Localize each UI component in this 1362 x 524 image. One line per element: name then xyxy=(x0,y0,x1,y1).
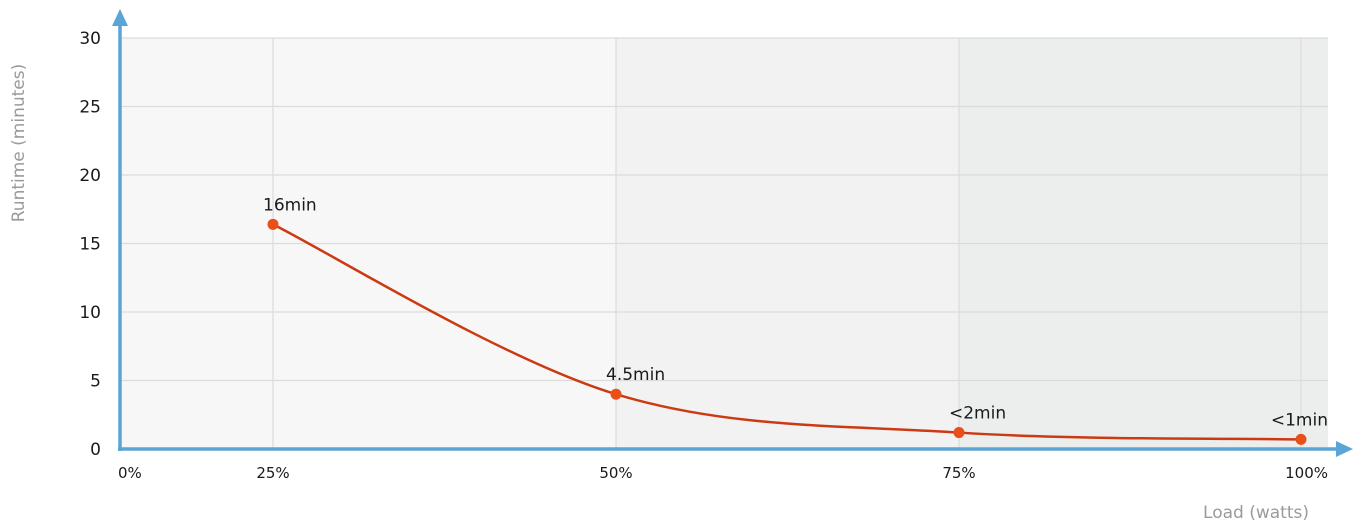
x-tick-label: 75% xyxy=(942,464,975,482)
data-point xyxy=(953,427,965,439)
axes xyxy=(112,9,1353,457)
y-tick-label: 10 xyxy=(79,303,101,323)
y-tick-label: 30 xyxy=(79,29,101,49)
y-tick-label: 0 xyxy=(90,440,101,460)
y-axis-arrow xyxy=(112,9,128,26)
y-tick-label: 5 xyxy=(90,372,101,392)
y-tick-label: 20 xyxy=(79,166,101,186)
x-tick-label: 100% xyxy=(1285,464,1328,482)
y-tick-labels: 0 5 10 15 20 25 30 xyxy=(79,29,101,460)
data-point xyxy=(267,218,279,230)
grid-lines xyxy=(120,37,1328,450)
x-tick-label: 0% xyxy=(118,464,142,482)
x-axis-title: Load (watts) xyxy=(1203,503,1309,523)
x-axis-arrow xyxy=(1336,441,1353,457)
series: 16min 4.5min <2min <1min xyxy=(263,195,1328,445)
data-point xyxy=(610,388,622,400)
data-label: <1min xyxy=(1271,410,1328,430)
series-line xyxy=(272,223,1302,441)
x-tick-labels: 0% 25% 50% 75% 100% xyxy=(118,464,1328,482)
data-label: 16min xyxy=(263,195,317,215)
x-tick-label: 25% xyxy=(256,464,289,482)
x-tick-label: 50% xyxy=(599,464,632,482)
data-label: <2min xyxy=(949,404,1006,424)
y-axis-title: Runtime (minutes) xyxy=(9,64,29,223)
y-tick-label: 25 xyxy=(79,98,101,118)
y-tick-label: 15 xyxy=(79,235,101,255)
data-point xyxy=(1295,433,1307,445)
data-label: 4.5min xyxy=(606,365,665,385)
